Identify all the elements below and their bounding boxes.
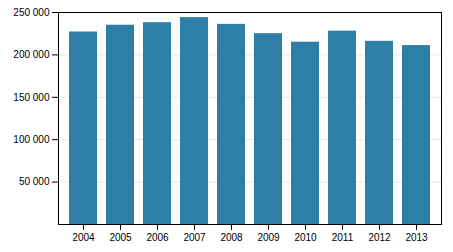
svg-text:2007: 2007 — [183, 232, 206, 243]
svg-text:2005: 2005 — [109, 232, 132, 243]
svg-text:50 000: 50 000 — [19, 176, 50, 187]
svg-text:2013: 2013 — [405, 232, 428, 243]
svg-text:150 000: 150 000 — [13, 92, 50, 103]
svg-text:2004: 2004 — [72, 232, 95, 243]
svg-text:2008: 2008 — [220, 232, 243, 243]
svg-text:100 000: 100 000 — [13, 134, 50, 145]
svg-text:2011: 2011 — [332, 232, 354, 243]
svg-text:250 000: 250 000 — [13, 7, 50, 18]
svg-text:2009: 2009 — [257, 232, 280, 243]
svg-text:2006: 2006 — [146, 232, 169, 243]
svg-text:2012: 2012 — [368, 232, 391, 243]
svg-text:200 000: 200 000 — [13, 49, 50, 60]
svg-text:2010: 2010 — [294, 232, 317, 243]
